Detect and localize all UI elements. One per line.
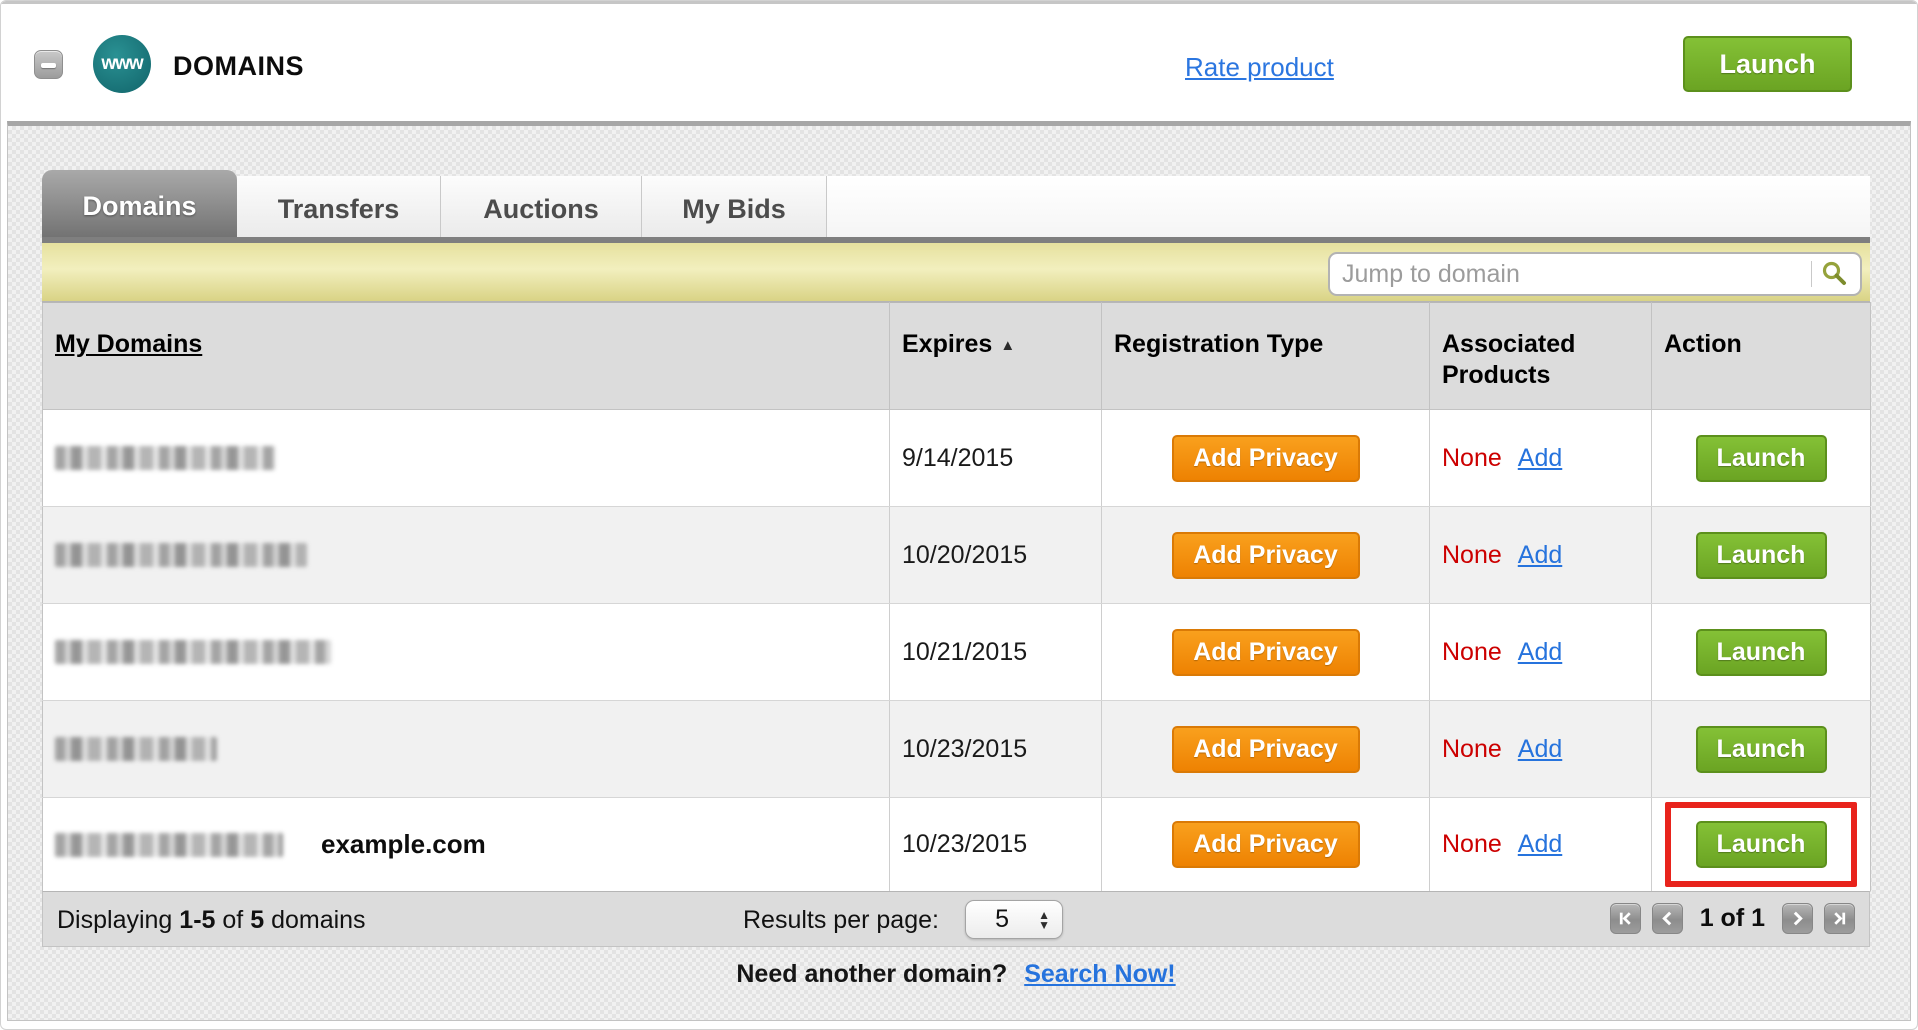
table-header-row: My Domains Expires ▲ Registration Type As… — [42, 302, 1871, 410]
minus-icon — [41, 63, 56, 68]
need-domain-text: Need another domain? — [736, 960, 1008, 988]
table-footer: Displaying 1-5 of 5 domains Results per … — [42, 891, 1870, 947]
add-privacy-button[interactable]: Add Privacy — [1171, 628, 1360, 676]
associated-products-status: None — [1442, 443, 1502, 472]
tab-label: Auctions — [483, 194, 599, 224]
expires-date: 10/20/2015 — [902, 540, 1028, 569]
domains-product-icon: www — [93, 35, 151, 93]
header-launch-button[interactable]: Launch — [1683, 36, 1852, 92]
magnifier-icon[interactable] — [1816, 259, 1852, 289]
add-privacy-button[interactable]: Add Privacy — [1171, 434, 1360, 482]
sort-asc-icon: ▲ — [1000, 337, 1016, 354]
row-launch-button[interactable]: Launch — [1695, 434, 1827, 482]
column-associated-products: Associated Products — [1442, 330, 1576, 389]
next-page-button[interactable] — [1782, 903, 1813, 934]
table-body: 9/14/2015 Add Privacy None Add Launch 10/… — [42, 409, 1871, 892]
search-now-link[interactable]: Search Now! — [1024, 960, 1176, 988]
action-cell: Launch — [1665, 802, 1857, 887]
tab-label: My Bids — [682, 194, 786, 224]
results-per-page-label: Results per page: — [743, 906, 939, 934]
associated-add-link[interactable]: Add — [1517, 540, 1563, 569]
tab-transfers[interactable]: Transfers — [237, 176, 441, 243]
associated-add-link[interactable]: Add — [1517, 443, 1563, 472]
tab-my-bids[interactable]: My Bids — [642, 176, 827, 243]
jump-bar — [42, 243, 1870, 302]
jump-to-domain-input[interactable] — [1342, 256, 1782, 292]
add-privacy-button[interactable]: Add Privacy — [1171, 531, 1360, 579]
search-divider — [1811, 261, 1812, 287]
row-launch-button[interactable]: Launch — [1695, 821, 1827, 868]
associated-products-status: None — [1442, 540, 1502, 569]
results-per-page-value: 5 — [995, 905, 1009, 933]
table-row: 10/21/2015 Add Privacy None Add Launch — [42, 603, 1871, 701]
table-row: 9/14/2015 Add Privacy None Add Launch — [42, 409, 1871, 507]
page-status: 1 of 1 — [1699, 904, 1765, 932]
domain-note: example.com — [321, 829, 486, 859]
tab-strip-filler — [827, 176, 1870, 243]
bottom-cta: Need another domain? Search Now! — [42, 960, 1870, 989]
stepper-arrows-icon: ▲ ▼ — [1038, 907, 1050, 932]
row-launch-button[interactable]: Launch — [1695, 628, 1827, 676]
jump-to-domain-field — [1328, 252, 1862, 296]
results-per-page-select[interactable]: 5 ▲ ▼ — [965, 900, 1063, 939]
www-icon-text: www — [101, 53, 143, 74]
row-launch-button[interactable]: Launch — [1695, 725, 1827, 773]
pagination: 1 of 1 — [1609, 903, 1855, 934]
app-header: www DOMAINS Rate product Launch — [1, 1, 1917, 121]
tab-label: Domains — [82, 191, 197, 221]
associated-add-link[interactable]: Add — [1517, 830, 1563, 858]
tab-underline — [42, 237, 1870, 243]
displaying-status: Displaying 1-5 of 5 domains — [57, 906, 366, 934]
expires-date: 10/23/2015 — [902, 734, 1028, 763]
column-expires[interactable]: Expires — [902, 330, 993, 358]
tab-domains[interactable]: Domains — [42, 170, 237, 243]
associated-add-link[interactable]: Add — [1517, 637, 1563, 666]
action-cell: Launch — [1664, 434, 1858, 482]
displaying-total: 5 — [250, 906, 265, 934]
expires-date: 10/21/2015 — [902, 637, 1028, 666]
redacted-domain-name — [55, 832, 283, 857]
prev-page-button[interactable] — [1651, 903, 1683, 934]
add-privacy-button[interactable]: Add Privacy — [1171, 821, 1360, 868]
redacted-domain-name — [55, 543, 307, 567]
table-row: 10/20/2015 Add Privacy None Add Launch — [42, 506, 1871, 604]
action-cell: Launch — [1664, 725, 1858, 773]
add-privacy-button[interactable]: Add Privacy — [1171, 725, 1360, 773]
collapse-button[interactable] — [34, 50, 63, 79]
first-page-button[interactable] — [1609, 903, 1641, 934]
associated-products-status: None — [1442, 830, 1502, 858]
displaying-range: 1-5 — [179, 906, 216, 934]
redacted-domain-name — [55, 446, 275, 470]
table-row: 10/23/2015 Add Privacy None Add Launch — [42, 700, 1871, 798]
action-cell: Launch — [1664, 628, 1858, 676]
associated-products-status: None — [1442, 637, 1502, 666]
table-row: example.com 10/23/2015 Add Privacy None A… — [42, 797, 1871, 892]
expires-date: 10/23/2015 — [902, 830, 1028, 858]
tab-auctions[interactable]: Auctions — [441, 176, 642, 243]
last-page-button[interactable] — [1824, 903, 1855, 934]
rate-product-link[interactable]: Rate product — [1185, 52, 1334, 82]
tab-bar: Domains Transfers Auctions My Bids — [42, 164, 1870, 243]
row-launch-button[interactable]: Launch — [1695, 531, 1827, 579]
content-panel: Domains Transfers Auctions My Bids My Domai… — [7, 121, 1911, 1021]
expires-date: 9/14/2015 — [902, 443, 1014, 472]
column-action: Action — [1664, 330, 1742, 358]
column-registration-type: Registration Type — [1114, 330, 1324, 358]
redacted-domain-name — [55, 737, 217, 761]
column-my-domains[interactable]: My Domains — [55, 330, 203, 358]
tab-label: Transfers — [277, 194, 400, 224]
associated-add-link[interactable]: Add — [1517, 734, 1563, 763]
action-cell: Launch — [1664, 531, 1858, 579]
domains-table: My Domains Expires ▲ Registration Type As… — [42, 302, 1871, 892]
associated-products-status: None — [1442, 734, 1502, 763]
redacted-domain-name — [55, 640, 331, 664]
page-title: DOMAINS — [173, 51, 304, 81]
